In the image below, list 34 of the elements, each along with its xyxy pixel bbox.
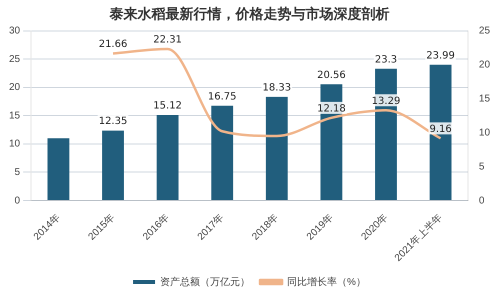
legend-label: 同比增长率（%） (287, 276, 366, 288)
y2-tick-label: 25 (478, 26, 490, 37)
data-label: 18.33 (262, 82, 292, 94)
data-label: 21.66 (98, 39, 128, 50)
y-tick-label: 20 (9, 82, 21, 94)
y2-tick-label: 0 (478, 195, 485, 206)
data-label: 9.16 (429, 124, 452, 135)
bar (48, 138, 70, 200)
y2-tick-label: 5 (478, 161, 485, 172)
data-label: 13.29 (372, 96, 400, 107)
bar (102, 130, 124, 200)
bar (211, 106, 234, 200)
data-label: 12.35 (98, 116, 128, 128)
y-tick-label: 30 (9, 26, 21, 37)
y-tick-label: 0 (14, 195, 21, 206)
data-label: 23.99 (426, 50, 455, 62)
bar (266, 96, 288, 200)
y-tick-label: 5 (14, 166, 21, 178)
data-label: 15.12 (153, 100, 182, 112)
legend-label: 资产总额（万亿元） (160, 276, 250, 288)
chart-title: 泰来水稻最新行情，价格走势与市场深度剖析 (108, 5, 390, 22)
y-tick-label: 25 (9, 54, 21, 65)
data-label: 22.31 (153, 34, 182, 46)
y-tick-label: 10 (9, 138, 21, 150)
y2-tick-label: 10 (478, 127, 490, 138)
data-label: 20.56 (317, 70, 346, 81)
data-label: 23.3 (374, 54, 398, 66)
y-tick-label: 15 (9, 110, 21, 122)
data-label: 16.75 (208, 91, 237, 102)
bar (430, 64, 452, 200)
data-label: 12.18 (317, 103, 346, 114)
bar (156, 114, 179, 200)
y2-tick-label: 20 (478, 59, 490, 70)
y2-tick-label: 15 (478, 93, 490, 104)
